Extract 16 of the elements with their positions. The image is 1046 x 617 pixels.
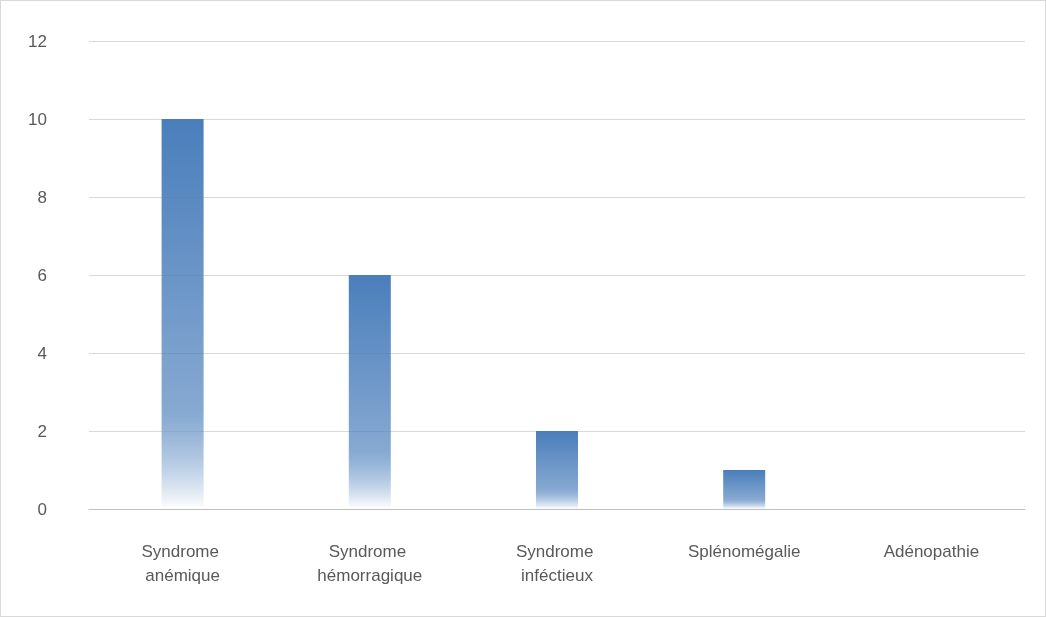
x-tick-label: Splénomégalie [687,541,801,561]
y-tick-label: 12 [28,31,47,51]
x-tick-label: Syndrome anémique [141,541,224,585]
y-tick-label: 8 [37,187,47,207]
bar [348,275,391,509]
y-tick-label: 10 [28,109,47,129]
y-tick-label: 2 [37,421,47,441]
y-tick-label: 4 [37,343,47,363]
bar [723,470,766,509]
x-tick-label: Syndrome hémorragique [317,541,423,585]
x-tick-label: Adénopathie [883,541,980,561]
bar [161,119,204,509]
y-tick-label: 0 [37,499,47,519]
bar [536,431,578,509]
x-tick-label: Syndrome inféctieux [515,541,599,585]
y-tick-label: 6 [37,265,47,285]
